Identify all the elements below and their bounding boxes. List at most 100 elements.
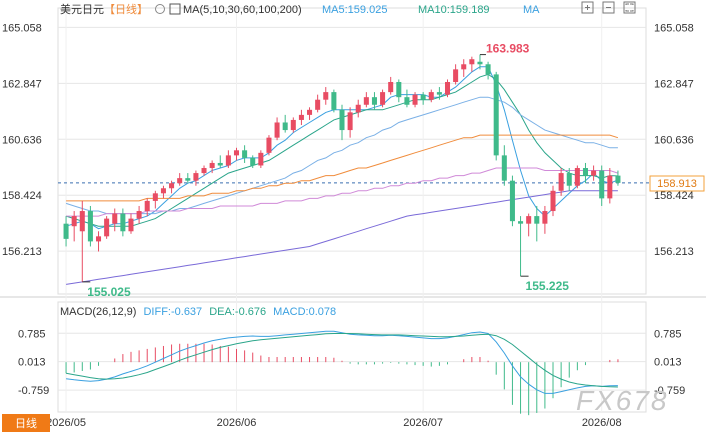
candle-body (307, 109, 313, 115)
candle-body (144, 200, 150, 212)
candle-body (266, 137, 272, 153)
watermark: FX678 (576, 385, 669, 416)
candle-body (201, 168, 207, 174)
candle-body (428, 92, 434, 100)
candle-body (550, 190, 556, 212)
price-tick-label-right: 158.424 (654, 190, 694, 202)
axis-labels: 165.058 165.058 162.847 162.847 160.636 160.6… (2, 22, 694, 429)
indicator-icon[interactable] (169, 3, 181, 15)
macd-tick-label-right: 0.785 (654, 328, 682, 340)
candle-body (477, 61, 483, 65)
ma-line-ma100 (66, 167, 619, 217)
candle-body (493, 74, 499, 156)
macd-lines (66, 330, 618, 394)
price-tick-label-left: 165.058 (2, 22, 42, 34)
candle-body (193, 173, 199, 181)
candle-body (217, 162, 223, 166)
zoom-in-icon[interactable] (581, 1, 594, 14)
plus-glyph-icon (585, 5, 590, 10)
candle-body (185, 178, 191, 181)
settings-icon[interactable] (155, 4, 165, 14)
price-tick-label-right: 160.636 (654, 134, 694, 146)
period-badge[interactable] (2, 414, 50, 432)
macd-tick-label-right: 0.013 (654, 357, 682, 369)
candle-body (104, 218, 110, 237)
ma5-label: MA5:159.025 (322, 4, 387, 16)
candle-body (582, 168, 588, 176)
candle-body (518, 221, 524, 224)
candle-body (599, 170, 605, 199)
candle-body (209, 162, 215, 169)
candle-body (371, 97, 377, 105)
candle-body (347, 112, 353, 131)
candle-body (574, 168, 580, 186)
macd-tick-label-right: -0.759 (654, 385, 685, 397)
candle-body (566, 173, 572, 186)
price-tick-label-right: 162.847 (654, 78, 694, 90)
candle-body (315, 99, 321, 110)
candle-body (404, 97, 410, 105)
candle-body (355, 104, 361, 113)
price-tick-label-left: 162.847 (2, 78, 42, 90)
candle-body (339, 109, 345, 131)
toolbar-icons (581, 1, 636, 14)
price-tick-label-left: 158.424 (2, 190, 42, 202)
candle-body (469, 59, 475, 65)
macd-plot-frame (57, 301, 647, 413)
high-annotation: 163.983 (486, 42, 530, 56)
candle-body (120, 213, 126, 232)
macd-line-diff (66, 330, 618, 394)
candle-body (298, 114, 304, 120)
moving-average-lines (65, 66, 619, 285)
candle-body (225, 155, 231, 166)
macd-tick-label-left: 0.013 (18, 357, 46, 369)
candle-body (485, 64, 491, 75)
last-price-badge (649, 175, 705, 192)
zoom-out-icon[interactable] (602, 1, 615, 14)
macd-line-dea (66, 333, 618, 388)
price-tick-label-right: 156.213 (654, 246, 694, 258)
candle-body (420, 94, 426, 100)
time-tick-label: 2026/06 (217, 417, 257, 429)
ma10-label: MA10:159.189 (418, 4, 490, 16)
ma-line-ma200 (66, 190, 618, 285)
macd-header: MACD(26,12,9) DIFF:-0.637 DEA:-0.676 MAC… (60, 306, 336, 318)
candle-body (112, 213, 118, 224)
candle-body (152, 193, 158, 201)
ma-line-ma60 (66, 134, 619, 202)
candle-body (388, 81, 394, 93)
candle-body (542, 211, 548, 224)
candle-body (128, 218, 134, 232)
candle-body (242, 150, 248, 158)
macd-histogram (65, 343, 619, 416)
candle-body (282, 122, 288, 131)
candle-body (591, 170, 597, 176)
candle-body (63, 223, 69, 239)
candle-body (96, 236, 102, 242)
candle-body (331, 92, 337, 110)
candle-body (453, 69, 459, 82)
price-tick-label-left: 156.213 (2, 246, 42, 258)
candle-body (412, 94, 418, 105)
low-annotation: 155.225 (526, 279, 570, 293)
candle-body (461, 64, 467, 70)
candle-body (558, 173, 564, 191)
fullscreen-icon[interactable] (623, 1, 636, 14)
candle-body (169, 183, 175, 189)
candle-body (509, 180, 515, 222)
candle-body (160, 188, 166, 194)
ma-line-ma30 (65, 96, 618, 215)
candlestick-series (63, 54, 621, 282)
price-annotations: 163.983 155.025 155.225 (82, 42, 569, 299)
candle-body (607, 175, 613, 199)
candle-body (323, 92, 329, 100)
time-tick-label: 2026/05 (46, 417, 86, 429)
ma-extra-label: MA (523, 4, 540, 16)
candle-body (290, 119, 296, 131)
symbol-title: 美元日元【日线】 (60, 2, 148, 16)
candle-body (501, 155, 507, 181)
candle-body (250, 157, 256, 166)
expand-glyph-icon (625, 3, 634, 12)
